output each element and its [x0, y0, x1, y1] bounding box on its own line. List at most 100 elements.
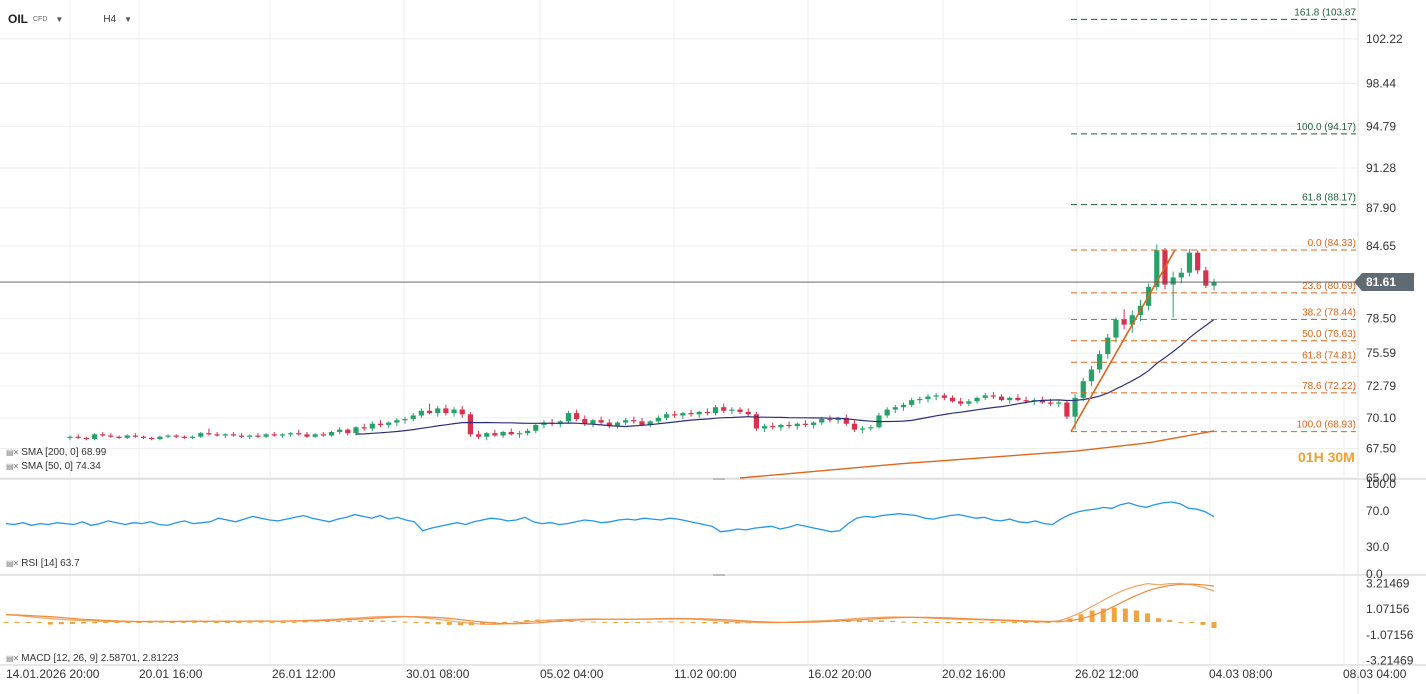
timeframe-dropdown-chevron-down-icon[interactable]: ▼: [124, 14, 133, 24]
fib-level-label: 50.0 (76.63): [1302, 329, 1356, 340]
macd-histogram-bar: [125, 622, 131, 623]
candle-body: [892, 407, 898, 410]
candle-body: [639, 421, 645, 425]
macd-histogram-bar: [369, 620, 375, 622]
macd-histogram-bar: [247, 621, 253, 623]
candle-body: [75, 436, 81, 438]
candle-body: [500, 431, 506, 436]
time-axis-label: 04.03 08:00: [1209, 667, 1273, 681]
candle-body: [1072, 397, 1078, 417]
candle-body: [1039, 400, 1045, 403]
macd-histogram-bar: [989, 622, 995, 623]
time-axis-label: 14.01.2026 20:00: [6, 667, 100, 681]
macd-histogram-bar: [313, 621, 319, 623]
candle-body: [1056, 402, 1062, 404]
candle-body: [737, 409, 743, 412]
settings-close-icon[interactable]: ▤✕: [6, 447, 19, 457]
candle-body: [516, 433, 523, 435]
candle-body: [900, 404, 907, 408]
candle-body: [1007, 397, 1013, 401]
candle-body: [1211, 282, 1217, 286]
macd-histogram-bar: [723, 622, 729, 624]
candle-body: [181, 436, 187, 438]
macd-histogram-bar: [624, 622, 630, 623]
macd-histogram-bar: [47, 622, 53, 625]
candle-body: [361, 427, 367, 429]
candle-body: [263, 434, 269, 437]
candle-body: [761, 426, 768, 429]
settings-close-icon[interactable]: ▤✕: [6, 461, 19, 471]
settings-close-icon[interactable]: ▤✕: [6, 558, 19, 568]
macd-histogram-bar: [14, 622, 20, 623]
macd-histogram-bar: [81, 622, 87, 624]
macd-histogram-bar: [380, 620, 386, 622]
symbol-label[interactable]: OIL: [8, 12, 28, 26]
macd-histogram-bar: [258, 621, 264, 623]
candle-body: [704, 411, 710, 414]
candle-body: [435, 408, 441, 414]
fib-level-label: 61.8 (88.17): [1302, 193, 1356, 204]
candle-body: [296, 433, 302, 435]
legend-sma200[interactable]: ▤✕ SMA [200, 0] 68.99: [6, 446, 106, 458]
legend-macd[interactable]: ▤✕ MACD [12, 26, 9] 2.58701, 2.81223: [6, 652, 179, 664]
candle-body: [933, 395, 939, 397]
symbol-dropdown-chevron-down-icon[interactable]: ▼: [55, 14, 64, 24]
settings-close-icon[interactable]: ▤✕: [6, 653, 19, 663]
candle-body: [614, 422, 621, 427]
macd-histogram-bar: [1167, 620, 1173, 622]
legend-rsi[interactable]: ▤✕ RSI [14] 63.7: [6, 557, 80, 569]
legend-sma50[interactable]: ▤✕ SMA [50, 0] 74.34: [6, 460, 101, 472]
candle-body: [557, 421, 563, 424]
time-axis-label: 26.01 12:00: [272, 667, 336, 681]
macd-histogram-bar: [1078, 614, 1084, 622]
macd-histogram-bar: [1012, 622, 1018, 624]
macd-histogram-bar: [391, 620, 397, 622]
candle-body: [925, 396, 931, 399]
time-axis-label: 05.02 04:00: [540, 667, 604, 681]
candle-body: [255, 435, 261, 437]
macd-histogram-bar: [191, 621, 197, 623]
fib-level-label: 100.0 (94.17): [1297, 122, 1357, 133]
macd-histogram-bar: [524, 619, 530, 622]
candle-body: [222, 434, 228, 436]
candle-body: [1121, 319, 1127, 325]
candle-body: [631, 420, 637, 422]
candle-body: [941, 395, 947, 398]
candle-body: [590, 420, 596, 424]
candle-body: [884, 409, 890, 416]
macd-histogram-bar: [1100, 608, 1106, 622]
price-axis-label: 98.44: [1366, 76, 1396, 90]
macd-histogram-bar: [358, 620, 364, 622]
time-axis-label: 16.02 20:00: [808, 667, 872, 681]
candle-body: [1113, 319, 1119, 338]
candle-body: [337, 429, 343, 432]
macd-histogram-bar: [1023, 622, 1029, 623]
candle-body: [288, 433, 294, 435]
macd-histogram-bar: [103, 622, 109, 624]
candle-body: [206, 433, 212, 435]
time-axis-label: 20.02 16:00: [942, 667, 1006, 681]
macd-histogram-bar: [956, 622, 962, 624]
macd-histogram-bar: [1145, 613, 1151, 622]
macd-histogram-bar: [147, 621, 153, 623]
candle-body: [369, 423, 375, 429]
candle-body: [1097, 354, 1103, 370]
candle-body: [778, 424, 784, 428]
candle-body: [827, 419, 833, 421]
candle-body: [394, 420, 400, 423]
rsi-axis-label: 0.0: [1366, 567, 1383, 581]
candle-body: [451, 409, 457, 414]
candle-body: [1064, 402, 1070, 417]
macd-histogram-bar: [546, 619, 552, 622]
macd-histogram-bar: [568, 620, 574, 622]
timeframe-label[interactable]: H4: [103, 13, 117, 25]
macd-histogram-bar: [1156, 618, 1162, 622]
macd-histogram-bar: [1122, 608, 1128, 622]
candle-body: [459, 409, 465, 415]
candle-body: [353, 427, 359, 434]
candle-body: [655, 417, 661, 422]
macd-histogram-bar: [58, 622, 64, 625]
macd-histogram-bar: [225, 622, 231, 623]
candle-body: [100, 434, 106, 436]
